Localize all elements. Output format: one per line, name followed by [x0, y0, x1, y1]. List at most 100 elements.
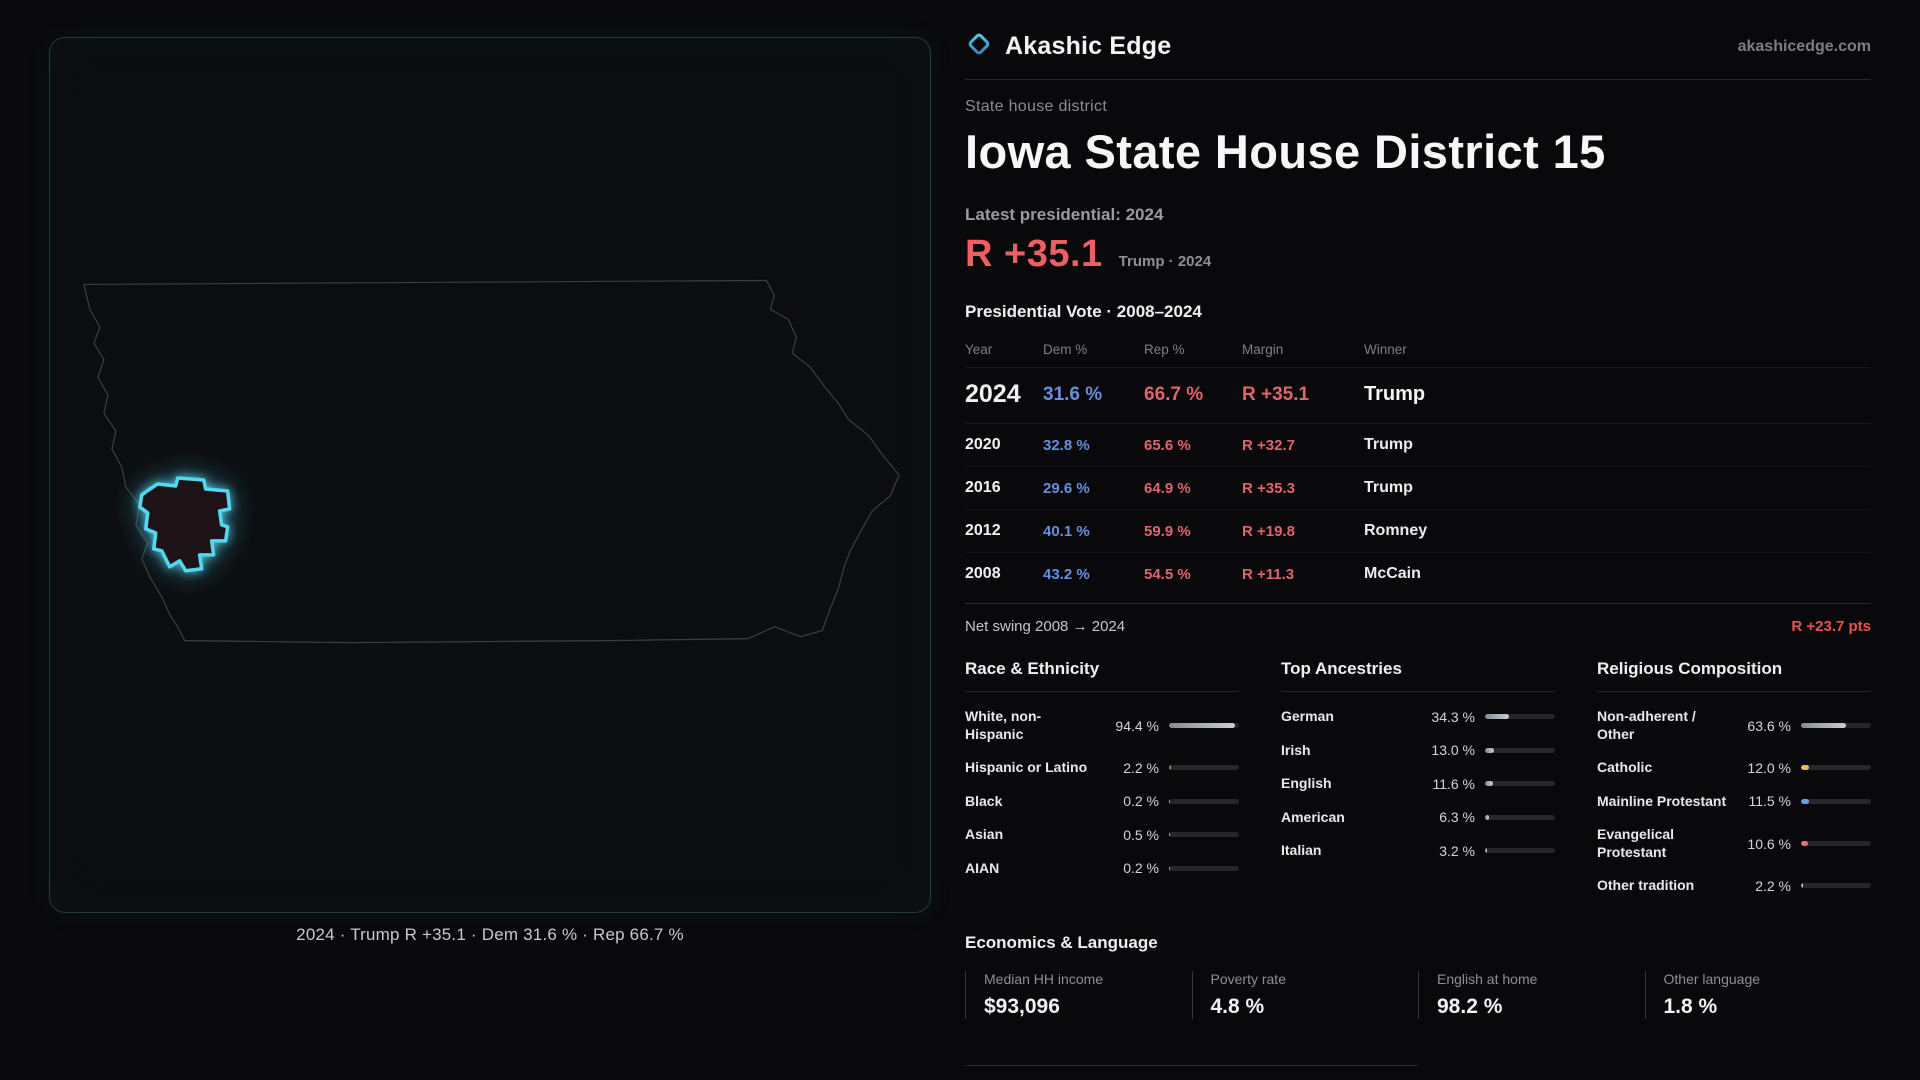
district-report: Akashic Edge akashicedge.com State house… — [965, 30, 1871, 1080]
demo-bar-fill — [1169, 798, 1171, 804]
demo-value: 2.2 % — [1123, 759, 1159, 776]
demo-bar — [1485, 714, 1555, 720]
cell-margin: R +35.1 — [1242, 383, 1310, 405]
stat-value: 4.8 % — [1210, 994, 1265, 1018]
demo-item: Evangelical Protestant 10.6 % — [1597, 818, 1871, 869]
demo-label: Irish — [1281, 741, 1311, 758]
demo-item: American 6.3 % — [1281, 801, 1555, 835]
demo-bar-fill — [1485, 747, 1495, 753]
column-title: Religious Composition — [1597, 659, 1871, 692]
net-swing-value: R +23.7 pts — [1791, 618, 1871, 635]
table-row: 2016 29.6 % 64.9 % R +35.3 Trump — [965, 467, 1871, 510]
iowa-state-outline — [83, 279, 900, 644]
demo-bar-fill — [1485, 848, 1488, 854]
demo-label: Other tradition — [1597, 877, 1695, 893]
demo-label: Mainline Protestant — [1597, 792, 1727, 809]
demo-label: Asian — [965, 826, 1004, 842]
cell-margin: R +19.8 — [1242, 522, 1295, 540]
demo-item: Other tradition 2.2 % — [1597, 869, 1871, 903]
demo-value: 0.2 % — [1123, 860, 1159, 877]
demo-label: AIAN — [965, 859, 1000, 876]
demo-label: Black — [965, 792, 1003, 809]
demo-bar — [1801, 798, 1871, 804]
cell-rep: 64.9 % — [1144, 479, 1191, 497]
brand-diamond-icon — [965, 30, 993, 63]
demo-value: 63.6 % — [1747, 717, 1791, 734]
net-swing-row: Net swing 2008 → 2024 R +23.7 pts — [965, 603, 1871, 635]
stat-median-income: Median HH income $93,096 — [965, 970, 1192, 1019]
header-dem: Dem % — [1043, 342, 1088, 357]
cell-year: 2008 — [965, 565, 1001, 582]
cell-year: 2012 — [965, 522, 1001, 539]
table-header-row: Year Dem % Rep % Margin Winner — [965, 332, 1871, 368]
demo-label: Italian — [1281, 842, 1322, 858]
demo-value: 11.5 % — [1748, 793, 1791, 810]
demo-bar — [1169, 832, 1239, 838]
demo-item: Irish 13.0 % — [1281, 734, 1555, 768]
stat-label: Poverty rate — [1210, 970, 1286, 987]
stat-other-language: Other language 1.8 % — [1644, 970, 1872, 1019]
demo-value: 2.2 % — [1755, 877, 1791, 894]
economics-stats: Median HH income $93,096 Poverty rate 4.… — [965, 970, 1872, 1019]
map-panel — [49, 37, 931, 913]
demo-label: Hispanic or Latino — [965, 759, 1088, 775]
latest-margin-detail: Trump · 2024 — [1118, 253, 1212, 270]
demo-value: 0.5 % — [1123, 826, 1159, 843]
brand-name: Akashic Edge — [1005, 32, 1172, 60]
demo-bar-fill — [1169, 832, 1171, 838]
stat-label: English at home — [1437, 970, 1538, 987]
stat-label: Median HH income — [984, 970, 1104, 987]
demo-bar-fill — [1485, 781, 1494, 787]
stat-value: 1.8 % — [1663, 994, 1718, 1018]
header-rep: Rep % — [1144, 342, 1185, 357]
demo-bar — [1169, 798, 1239, 804]
demo-item: Non-adherent / Other 63.6 % — [1597, 700, 1871, 751]
demo-value: 6.3 % — [1439, 809, 1475, 826]
demo-value: 94.4 % — [1115, 717, 1159, 734]
stat-value: 98.2 % — [1437, 994, 1503, 1018]
cell-rep: 66.7 % — [1144, 383, 1204, 405]
cell-dem: 43.2 % — [1043, 565, 1090, 583]
footer-divider — [965, 1064, 1418, 1066]
demo-bar-fill — [1169, 865, 1171, 871]
cell-dem: 32.8 % — [1043, 436, 1090, 454]
demo-bar-fill — [1801, 883, 1803, 889]
cell-year: 2016 — [965, 479, 1001, 496]
cell-margin: R +35.3 — [1242, 479, 1295, 497]
column-title: Top Ancestries — [1281, 659, 1555, 692]
page-title: Iowa State House District 15 — [965, 125, 1606, 178]
demo-item: Italian 3.2 % — [1281, 834, 1555, 868]
cell-margin: R +32.7 — [1242, 436, 1295, 454]
site-link[interactable]: akashicedge.com — [1737, 37, 1871, 55]
demo-item: White, non-Hispanic 94.4 % — [965, 700, 1239, 751]
latest-margin-row: R +35.1 Trump · 2024 — [965, 233, 1871, 276]
demo-bar-fill — [1169, 765, 1171, 771]
cell-year: 2024 — [965, 380, 1021, 408]
demo-bar-fill — [1169, 723, 1236, 728]
table-row: 2008 43.2 % 54.5 % R +11.3 McCain — [965, 553, 1871, 595]
demo-value: 10.6 % — [1747, 835, 1791, 852]
demo-item: Hispanic or Latino 2.2 % — [965, 751, 1239, 785]
demographic-column-religion: Religious Composition Non-adherent / Oth… — [1597, 659, 1871, 903]
table-row: 2024 31.6 % 66.7 % R +35.1 Trump — [965, 368, 1871, 424]
iowa-map — [83, 279, 900, 644]
district-shape[interactable] — [138, 476, 232, 573]
demo-item: Mainline Protestant 11.5 % — [1597, 785, 1871, 819]
header-year: Year — [965, 342, 993, 357]
demo-value: 34.3 % — [1431, 708, 1475, 725]
demo-value: 3.2 % — [1439, 842, 1475, 859]
demo-bar — [1801, 765, 1871, 771]
stat-poverty-rate: Poverty rate 4.8 % — [1191, 970, 1419, 1019]
table-row: 2020 32.8 % 65.6 % R +32.7 Trump — [965, 424, 1871, 467]
demo-label: Evangelical Protestant — [1597, 826, 1675, 860]
vote-table: Year Dem % Rep % Margin Winner 2024 31.6… — [965, 332, 1871, 595]
district-kicker: State house district — [965, 98, 1108, 115]
cell-winner: Trump — [1364, 479, 1413, 496]
demo-bar-fill — [1801, 798, 1810, 804]
demo-bar — [1801, 841, 1871, 846]
header-margin: Margin — [1242, 342, 1284, 357]
demographic-column-race: Race & Ethnicity White, non-Hispanic 94.… — [965, 659, 1239, 903]
demo-bar — [1169, 765, 1239, 771]
demo-label: American — [1281, 808, 1345, 825]
brand: Akashic Edge — [965, 30, 1171, 63]
